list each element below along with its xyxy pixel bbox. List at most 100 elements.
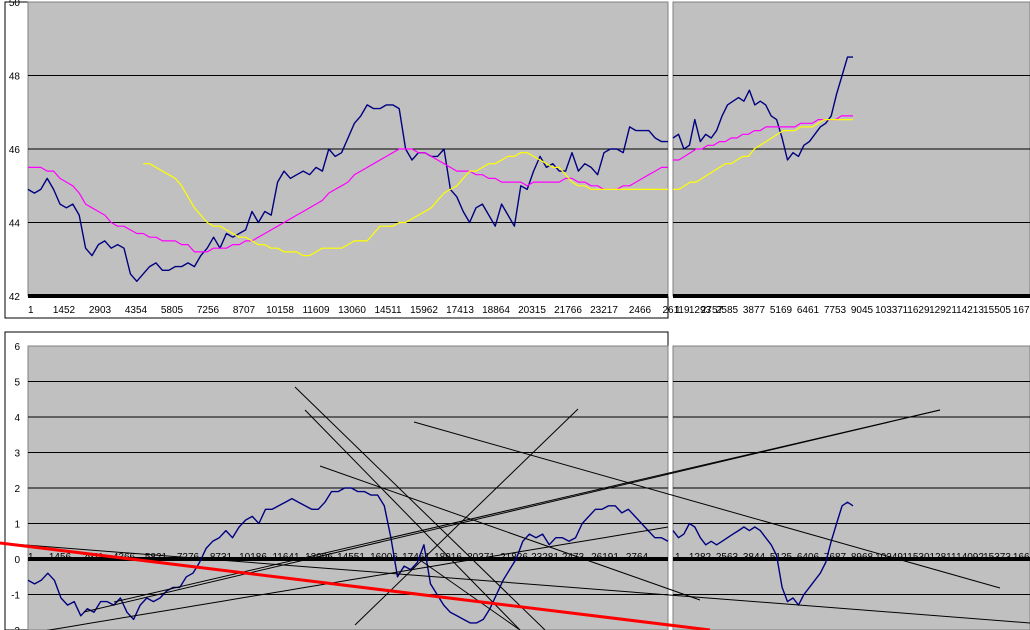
x-tick-label: 10249 [875, 552, 903, 563]
trend-line [0, 542, 1030, 624]
x-tick-label: 9045 [851, 305, 874, 316]
top-left-chart: 42 44 46 48 50 1 1452 2903 4354 5805 7256 8707 10158… [4, 0, 724, 319]
y-tick-label: 42 [9, 292, 21, 303]
x-tick-label: 26119 [662, 305, 690, 316]
x-tick-label: 1665 [1013, 552, 1030, 563]
x-tick-label: 11629 [902, 305, 930, 316]
x-tick-label: 5805 [161, 305, 184, 316]
trend-line [294, 386, 546, 630]
x-tick-label: 12921 [929, 305, 957, 316]
x-tick-label: 15505 [983, 305, 1011, 316]
x-tick-label: 7687 [824, 552, 847, 563]
x-tick-label: 15373 [983, 552, 1011, 563]
y-tick-label: 44 [9, 219, 21, 230]
y-tick-label: 2 [14, 484, 20, 495]
x-tick-label: 2473 [562, 552, 585, 563]
x-tick-label: 7753 [824, 305, 847, 316]
x-tick-label: 2585 [716, 305, 739, 316]
x-tick-label: 1 [675, 305, 681, 316]
x-tick-label: 2903 [89, 305, 112, 316]
trendline-overlay [0, 386, 1030, 630]
series-line [672, 56, 853, 161]
x-tick-label: 4354 [125, 305, 148, 316]
x-tick-label: 20371 [467, 552, 495, 563]
x-tick-label: 6406 [797, 552, 820, 563]
x-tick-label: 14092 [956, 552, 984, 563]
x-tick-label: 14511 [374, 305, 402, 316]
y-tick-label: 1 [14, 520, 20, 531]
x-tick-label: 11641 [272, 552, 300, 563]
x-tick-label: 18864 [482, 305, 510, 316]
trend-line [304, 409, 521, 630]
x-tick-label: 1 [28, 552, 34, 563]
x-tick-label: 21826 [500, 552, 528, 563]
y-tick-label: 4 [14, 413, 20, 424]
x-tick-label: 14213 [956, 305, 984, 316]
x-tick-label: 26191 [591, 552, 619, 563]
trend-line [419, 559, 521, 630]
x-tick-label: 10158 [266, 305, 294, 316]
y-tick-label: 50 [9, 0, 21, 9]
x-tick-label: 10186 [239, 552, 267, 563]
x-tick-label: 18916 [434, 552, 462, 563]
x-tick-label: 1 [675, 552, 681, 563]
x-tick-label: 1293 [689, 305, 712, 316]
trend-line [319, 465, 701, 601]
x-tick-label: 15962 [410, 305, 438, 316]
series-line [27, 104, 668, 282]
bottom-left-chart: -2-1012345611456291143665821727687311018… [4, 331, 669, 630]
series-line [46, 526, 669, 630]
y-tick-label: -1 [11, 591, 20, 602]
x-tick-label: 23217 [590, 305, 618, 316]
x-tick-label: 6461 [797, 305, 820, 316]
trend-line [113, 409, 941, 603]
x-tick-label: 20315 [518, 305, 546, 316]
series-line [27, 487, 669, 624]
y-tick-label: 0 [14, 555, 20, 566]
x-tick-label: 2757 [701, 305, 724, 316]
x-tick-label: 11530 [902, 552, 930, 563]
x-tick-label: 1282 [689, 552, 712, 563]
x-tick-label: 16006 [370, 552, 398, 563]
x-tick-label: 5169 [770, 305, 793, 316]
x-tick-label: 2563 [716, 552, 739, 563]
x-tick-label: 8707 [233, 305, 256, 316]
x-tick-label: 1456 [49, 552, 72, 563]
y-tick-label: 6 [14, 342, 20, 353]
x-tick-label: 12811 [929, 552, 957, 563]
trend-line [413, 421, 1001, 589]
x-tick-label: 13096 [305, 552, 333, 563]
x-tick-label: 11609 [302, 305, 330, 316]
x-tick-label: 8731 [210, 552, 233, 563]
series-line [143, 152, 668, 257]
x-tick-label: 1452 [53, 305, 76, 316]
x-tick-label: 1679 [1013, 305, 1030, 316]
top-right-chart: 1 1293 2585 3877 5169 6461 7753 9045 10337 11629 1… [672, 1, 1030, 316]
y-tick-label: 5 [14, 378, 20, 389]
trend-line [354, 408, 579, 626]
x-tick-label: 2911 [82, 552, 104, 563]
x-tick-label: 3844 [743, 552, 766, 563]
y-tick-label: -2 [11, 626, 20, 630]
y-tick-label: 46 [9, 145, 21, 156]
x-tick-label: 13060 [338, 305, 366, 316]
bottom-right-chart: 1 1282 2563 3844 5125 6406 7687 8968 10249 11530 1… [672, 345, 1030, 630]
x-tick-label: 17413 [446, 305, 474, 316]
x-tick-label: 3877 [743, 305, 766, 316]
series-line [673, 119, 853, 190]
x-tick-label: 1 [28, 305, 34, 316]
x-tick-label: 21766 [554, 305, 582, 316]
x-tick-label: 7256 [197, 305, 220, 316]
x-tick-label: 17461 [402, 552, 430, 563]
series-line [28, 148, 668, 253]
x-tick-label: 8968 [851, 552, 874, 563]
y-tick-label: 48 [9, 72, 21, 83]
x-tick-label: 10337 [875, 305, 903, 316]
red-trend-line [0, 541, 711, 630]
y-tick-label: 3 [14, 449, 20, 460]
series-line [672, 501, 854, 606]
x-tick-label: 2466 [629, 305, 652, 316]
x-tick-label: 2764 [626, 552, 649, 563]
x-tick-label: 14551 [337, 552, 365, 563]
